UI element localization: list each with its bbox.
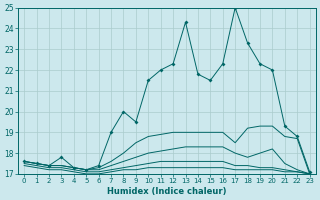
X-axis label: Humidex (Indice chaleur): Humidex (Indice chaleur) <box>107 187 227 196</box>
